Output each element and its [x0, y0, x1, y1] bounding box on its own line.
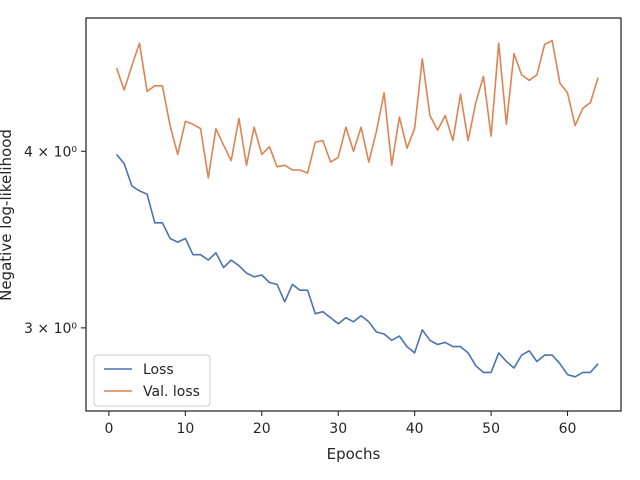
- series-line-val-loss: [115, 39, 599, 179]
- legend-label-val-loss: Val. loss: [143, 384, 200, 400]
- legend-box: [93, 354, 211, 407]
- x-axis-label: Epochs: [327, 445, 381, 463]
- y-axis: 3 × 10⁰ 4 × 10⁰: [24, 144, 86, 337]
- x-tick-label: 20: [253, 421, 271, 437]
- y-axis-label: Negative log-likelihood: [0, 129, 15, 301]
- x-tick-label: 10: [176, 421, 194, 437]
- series-line-loss: [115, 153, 599, 378]
- x-tick-label: 40: [406, 421, 424, 437]
- y-tick-label: 3 × 10⁰: [24, 321, 77, 337]
- y-tick-label: 4 × 10⁰: [24, 144, 77, 160]
- x-axis: 0 10 20 30 40 50 60: [104, 411, 576, 437]
- x-tick-label: 60: [559, 421, 577, 437]
- x-tick-label: 30: [329, 421, 347, 437]
- legend-label-loss: Loss: [143, 362, 174, 378]
- x-tick-label: 0: [104, 421, 113, 437]
- plot-marks: [115, 39, 599, 378]
- x-tick-label: 50: [482, 421, 500, 437]
- plot-frame: [85, 17, 622, 412]
- legend: Loss Val. loss: [93, 354, 211, 407]
